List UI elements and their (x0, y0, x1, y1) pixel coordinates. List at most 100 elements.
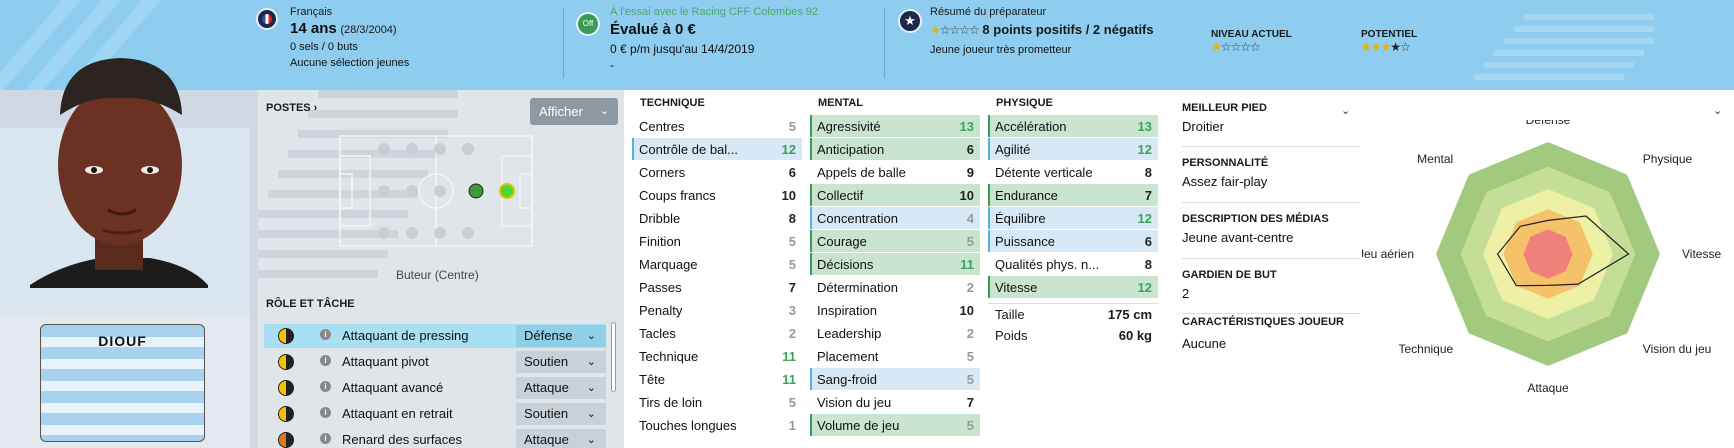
media-description: DESCRIPTION DES MÉDIAS Jeune avant-centr… (1182, 213, 1362, 259)
attribute-row[interactable]: Penalty 3 (632, 299, 802, 322)
attribute-row[interactable]: Décisions 11 (810, 253, 980, 276)
attribute-row[interactable]: Placement 5 (810, 345, 980, 368)
role-row[interactable]: i Attaquant de pressing Défense ⌄ (264, 324, 606, 348)
attribute-value: 11 (782, 349, 796, 364)
role-name: Attaquant avancé (342, 380, 444, 395)
attribute-row[interactable]: Leadership 2 (810, 322, 980, 345)
attribute-row[interactable]: Touches longues 1 (632, 414, 802, 437)
attribute-row[interactable]: Vitesse 12 (988, 276, 1158, 299)
attribute-row[interactable]: Puissance 6 (988, 230, 1158, 253)
attribute-name: Finition (639, 234, 681, 249)
attribute-row[interactable]: Accélération 13 (988, 115, 1158, 138)
attribute-value: 2 (788, 326, 796, 341)
duty-dropdown[interactable]: Attaque ⌄ (516, 377, 606, 399)
attribute-name: Agilité (995, 142, 1031, 157)
role-name: Attaquant de pressing (342, 328, 469, 343)
divider (1182, 313, 1360, 314)
role-icon (278, 354, 294, 370)
attribute-row[interactable]: Contrôle de bal... 12 (632, 138, 802, 161)
chevron-down-icon[interactable]: ⌄ (1341, 105, 1351, 117)
attribute-row[interactable]: Collectif 10 (810, 184, 980, 207)
weight-row: Poids 60 kg (988, 325, 1158, 347)
attribute-value: 2 (966, 326, 974, 341)
attribute-row[interactable]: Endurance 7 (988, 184, 1158, 207)
attribute-row[interactable]: Tirs de loin 5 (632, 391, 802, 414)
roles-scrollbar[interactable] (611, 322, 616, 392)
chevron-down-icon[interactable]: ⌄ (1713, 105, 1723, 117)
duty-dropdown[interactable]: Défense ⌄ (516, 325, 606, 347)
attribute-value: 8 (788, 211, 796, 226)
attribute-row[interactable]: Agressivité 13 (810, 115, 980, 138)
info-icon[interactable]: i (320, 329, 331, 340)
info-icon[interactable]: i (320, 433, 331, 444)
role-row[interactable]: i Attaquant pivot Soutien ⌄ (264, 350, 606, 374)
attribute-row[interactable]: Qualités phys. n... 8 (988, 253, 1158, 276)
attribute-name: Détente verticale (995, 165, 1093, 180)
info-icon[interactable]: i (320, 407, 331, 418)
attribute-name: Collectif (817, 188, 864, 203)
attribute-name: Concentration (817, 211, 898, 226)
radar-label: Mental (1417, 152, 1453, 166)
extra-dash: - (610, 58, 614, 72)
role-name: Attaquant en retrait (342, 406, 453, 421)
attribute-row[interactable]: Détermination 2 (810, 276, 980, 299)
attribute-row[interactable]: Coups francs 10 (632, 184, 802, 207)
info-icon[interactable]: i (320, 381, 331, 392)
traits-value: Aucune (1182, 336, 1227, 351)
positions-title[interactable]: POSTES › (266, 102, 318, 114)
attribute-value: 5 (966, 234, 974, 249)
attribute-row[interactable]: Anticipation 6 (810, 138, 980, 161)
attribute-row[interactable]: Agilité 12 (988, 138, 1158, 161)
attribute-row[interactable]: Détente verticale 8 (988, 161, 1158, 184)
current-level-stars: ★☆☆☆☆ (1211, 40, 1261, 54)
attribute-row[interactable]: Tête 11 (632, 368, 802, 391)
birthdate: (28/3/2004) (340, 24, 397, 36)
role-duty-title: RÔLE ET TÂCHE (266, 298, 355, 310)
weight-value: 60 kg (1118, 328, 1152, 343)
show-dropdown[interactable]: Afficher ⌄ (530, 98, 618, 125)
attribute-value: 7 (966, 395, 974, 410)
attribute-name: Inspiration (817, 303, 877, 318)
attribute-name: Marquage (639, 257, 698, 272)
attribute-name: Centres (639, 119, 685, 134)
attribute-row[interactable]: Finition 5 (632, 230, 802, 253)
potential-stars: ★★★★☆ (1361, 40, 1411, 54)
attribute-row[interactable]: Technique 11 (632, 345, 802, 368)
attribute-name: Coups francs (639, 188, 716, 203)
current-level-title: NIVEAU ACTUEL (1211, 29, 1292, 40)
attribute-name: Endurance (995, 188, 1058, 203)
info-icon[interactable]: i (320, 355, 331, 366)
height-label: Taille (995, 307, 1025, 322)
attribute-row[interactable]: Sang-froid 5 (810, 368, 980, 391)
role-icon (278, 432, 294, 448)
positions-bg-stripes (258, 90, 458, 278)
header-divider (563, 8, 564, 78)
show-dropdown-label: Afficher (539, 104, 583, 119)
duty-dropdown[interactable]: Soutien ⌄ (516, 351, 606, 373)
attribute-row[interactable]: Dribble 8 (632, 207, 802, 230)
attribute-row[interactable]: Équilibre 12 (988, 207, 1158, 230)
attribute-value: 5 (966, 372, 974, 387)
attribute-row[interactable]: Vision du jeu 7 (810, 391, 980, 414)
role-row[interactable]: i Renard des surfaces Attaque ⌄ (264, 428, 606, 448)
header-left-stripes (0, 0, 161, 90)
attribute-row[interactable]: Volume de jeu 5 (810, 414, 980, 437)
attribute-name: Dribble (639, 211, 681, 226)
chevron-down-icon: ⌄ (586, 330, 596, 342)
duty-dropdown[interactable]: Soutien ⌄ (516, 403, 606, 425)
potential-title: POTENTIEL (1361, 29, 1418, 40)
role-row[interactable]: i Attaquant en retrait Soutien ⌄ (264, 402, 606, 426)
attribute-row[interactable]: Centres 5 (632, 115, 802, 138)
attribute-row[interactable]: Inspiration 10 (810, 299, 980, 322)
attribute-row[interactable]: Appels de balle 9 (810, 161, 980, 184)
attribute-row[interactable]: Courage 5 (810, 230, 980, 253)
attribute-row[interactable]: Passes 7 (632, 276, 802, 299)
trial-club-text[interactable]: À l'essai avec le Racing CFF Colombes 92 (610, 6, 819, 18)
duty-dropdown[interactable]: Attaque ⌄ (516, 429, 606, 448)
attribute-row[interactable]: Concentration 4 (810, 207, 980, 230)
attribute-row[interactable]: Tacles 2 (632, 322, 802, 345)
attribute-row[interactable]: Marquage 5 (632, 253, 802, 276)
attribute-name: Tête (639, 372, 666, 387)
role-row[interactable]: i Attaquant avancé Attaque ⌄ (264, 376, 606, 400)
attribute-row[interactable]: Corners 6 (632, 161, 802, 184)
